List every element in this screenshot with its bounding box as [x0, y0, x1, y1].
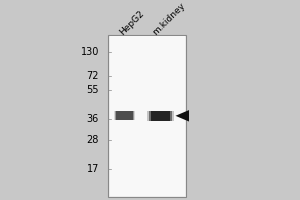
Text: m.kidney: m.kidney: [151, 1, 187, 37]
Bar: [147, 111, 174, 121]
Bar: [110, 36, 142, 196]
Bar: [108, 35, 186, 197]
Polygon shape: [176, 110, 189, 122]
Text: 130: 130: [81, 47, 99, 57]
Bar: [151, 111, 170, 121]
Bar: [116, 111, 133, 120]
Text: 28: 28: [87, 135, 99, 145]
Text: HepG2: HepG2: [118, 9, 146, 37]
Text: 55: 55: [86, 85, 99, 95]
Text: 72: 72: [86, 71, 99, 81]
Text: 17: 17: [87, 164, 99, 174]
Text: 36: 36: [87, 114, 99, 124]
Bar: [142, 36, 184, 196]
Bar: [114, 111, 135, 120]
Bar: [149, 111, 172, 121]
Bar: [115, 111, 134, 120]
